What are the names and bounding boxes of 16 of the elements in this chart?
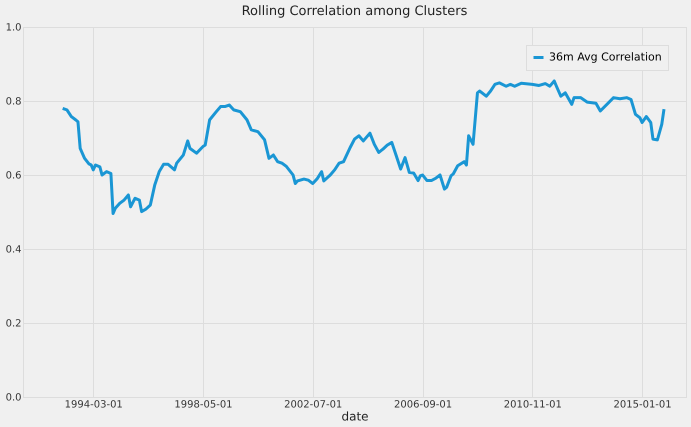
y-tick-label: 0.2 [6,318,22,330]
x-tick-label: 2002-07-01 [284,400,342,410]
x-tick-label: 2006-09-01 [394,400,452,410]
x-tick-label: 2010-11-01 [504,400,562,410]
y-tick-label: 0.4 [6,244,22,256]
x-tick-label: 1994-03-01 [64,400,123,410]
legend-label: 36m Avg Correlation [549,50,662,64]
y-tick-label: 1.0 [6,22,22,34]
y-tick-label: 0.0 [6,392,22,404]
line-series [61,80,666,215]
x-axis-title: date [341,410,369,424]
x-tick-label: 2015-01-01 [614,400,672,410]
y-tick-label: 0.8 [6,96,22,108]
chart-title: Rolling Correlation among Clusters [242,4,468,19]
y-tick-label: 0.6 [6,170,22,182]
x-tick-label: 1998-05-01 [174,400,233,410]
